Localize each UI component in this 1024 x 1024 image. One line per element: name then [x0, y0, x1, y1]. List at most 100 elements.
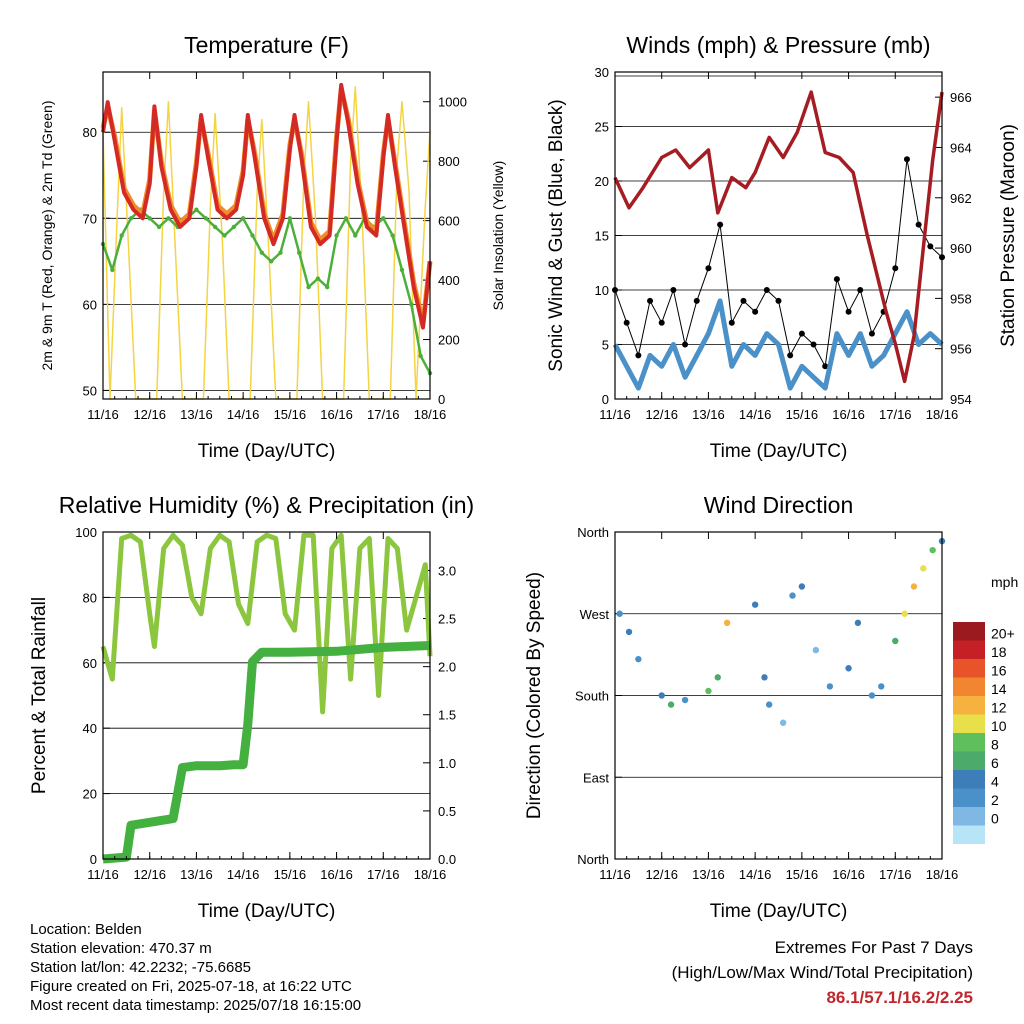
colorbar-label: 12 [991, 700, 1007, 716]
y2-tick-label: 1.5 [438, 708, 456, 723]
y-tick-label: 0 [602, 392, 609, 407]
direction-point [868, 692, 876, 699]
direction-point [714, 674, 721, 681]
y2-tick-label: 0.0 [438, 852, 456, 867]
gust-point [623, 319, 630, 326]
direction-point [667, 701, 675, 708]
colorbar-label: 6 [991, 755, 999, 771]
dewpoint-point [315, 276, 321, 281]
direction-point [765, 701, 773, 708]
x-tick-label: 15/16 [786, 867, 819, 882]
precip-line [102, 641, 431, 864]
y-axis-label-left: Direction (Colored By Speed) [524, 572, 545, 819]
y2-tick-label: 1.0 [438, 756, 456, 771]
gust-point [775, 297, 782, 304]
temp-2m-line [101, 82, 432, 330]
y-tick-label: 60 [83, 297, 97, 312]
dewpoint-point [119, 233, 124, 238]
y-axis-label-left: Sonic Wind & Gust (Blue, Black) [546, 99, 567, 371]
direction-point [826, 683, 834, 690]
colorbar-swatch [953, 696, 985, 715]
y-tick-label: 0 [90, 852, 97, 867]
gust-point [798, 330, 805, 337]
y-tick-label: North [577, 852, 609, 867]
gust-point [635, 352, 642, 359]
y-tick-label: 80 [83, 125, 97, 140]
dewpoint-point [203, 216, 208, 221]
direction-point [892, 637, 899, 645]
colorbar-swatch [953, 788, 985, 807]
y2-tick-label: 964 [950, 140, 972, 155]
direction-point [705, 687, 712, 695]
gust-point [682, 341, 689, 348]
latlon-text: Station lat/lon: 42.2232; -75.6685 [30, 959, 252, 976]
x-tick-label: 11/16 [599, 407, 631, 422]
dewpoint-point [297, 250, 302, 255]
y-tick-label: 20 [595, 174, 609, 189]
x-tick-label: 15/16 [786, 407, 819, 422]
wind-direction-panel: North East South West North Wind Direction Tim… [524, 492, 1018, 922]
direction-point [681, 696, 689, 704]
dewpoint-point [231, 224, 236, 230]
dewpoint-point [259, 250, 265, 255]
y-tick-label: 30 [595, 65, 609, 80]
x-tick-label: 16/16 [320, 407, 353, 422]
station-info: Location: Belden Station elevation: 470.… [30, 920, 361, 1015]
direction-point [910, 583, 918, 590]
dewpoint-point [334, 233, 339, 238]
colorbar-title: mph [991, 574, 1018, 590]
dewpoint-point [222, 233, 227, 238]
gust-point [810, 341, 817, 348]
direction-point [789, 592, 796, 599]
direction-point [901, 610, 908, 617]
created-text: Figure created on Fri, 2025-07-18, at 16… [30, 978, 352, 995]
dewpoint-point [212, 224, 218, 230]
direction-point [761, 674, 768, 681]
direction-point [658, 692, 665, 699]
x-tick-label: 12/16 [645, 867, 678, 882]
dewpoint-point [325, 284, 330, 290]
y2-tick-label: 2.0 [438, 660, 456, 675]
dewpoint-point [166, 216, 171, 221]
panel-title: Temperature (F) [184, 32, 349, 58]
direction-point [920, 565, 927, 572]
dewpoint-point [194, 207, 199, 212]
y-tick-label: 5 [602, 338, 609, 353]
gust-point [787, 352, 794, 359]
gust-point [693, 297, 700, 304]
y-axis-label-right: Solar Insolation (Yellow) [490, 161, 506, 311]
gust-point [670, 287, 677, 293]
y-tick-label: 60 [83, 656, 97, 671]
gust-point [705, 265, 712, 272]
y2-tick-label: 962 [950, 191, 972, 206]
gust-point [892, 265, 899, 272]
extremes-box: Extremes For Past 7 Days (High/Low/Max W… [672, 935, 973, 1010]
x-axis-label: Time (Day/UTC) [710, 901, 848, 922]
winds-pressure-panel: 0 5 10 15 20 25 30 954 956 958 960 962 964 966 Winds (… [546, 32, 1019, 462]
gust-point [728, 319, 735, 326]
x-tick-label: 13/16 [180, 867, 213, 882]
y-tick-label: North [577, 525, 609, 540]
colorbar-label: 16 [991, 663, 1007, 679]
x-tick-label: 11/16 [599, 867, 631, 882]
colorbar-swatch [953, 659, 985, 678]
direction-point [812, 646, 820, 654]
dewpoint-point [306, 284, 311, 290]
humidity-precip-panel: 0 20 40 60 80 100 0.0 0.5 1.0 1.5 2.0 2.5 3.0 Relativ… [29, 492, 474, 922]
x-tick-label: 16/16 [320, 867, 353, 882]
y-axis-label-left: Percent & Total Rainfall [29, 597, 50, 794]
x-axis-label: Time (Day/UTC) [710, 441, 848, 462]
panel-title: Relative Humidity (%) & Precipitation (i… [59, 492, 474, 518]
x-tick-label: 14/16 [739, 867, 772, 882]
x-tick-label: 13/16 [180, 407, 213, 422]
x-tick-label: 17/16 [367, 407, 400, 422]
y2-tick-label: 400 [438, 273, 460, 288]
colorbar-swatch [953, 733, 985, 752]
gust-point [752, 308, 759, 315]
y-tick-label: 80 [83, 590, 97, 605]
x-tick-label: 18/16 [414, 867, 447, 882]
timestamp-text: Most recent data timestamp: 2025/07/18 1… [30, 997, 362, 1014]
dewpoint-point [343, 216, 349, 221]
dewpoint-point [287, 216, 293, 221]
y-tick-label: South [575, 689, 609, 704]
